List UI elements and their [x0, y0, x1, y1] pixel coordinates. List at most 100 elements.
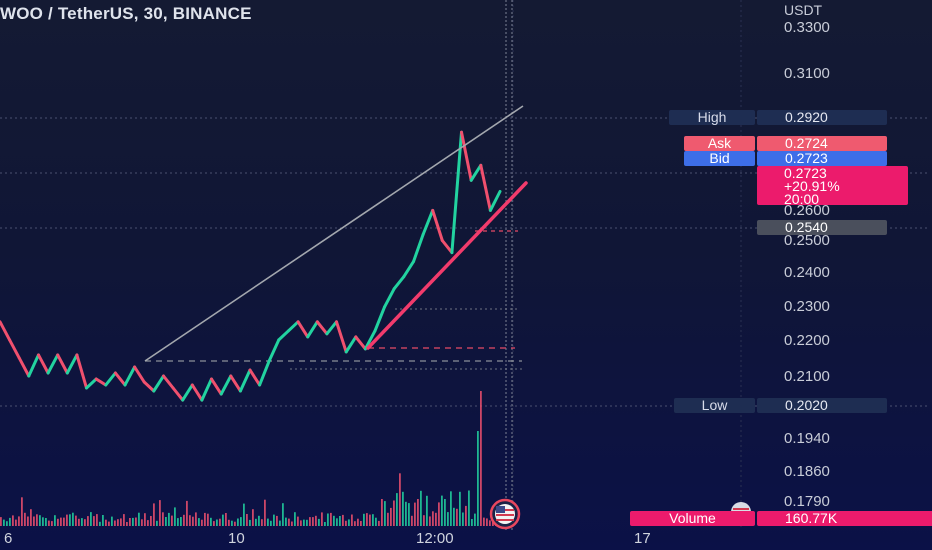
volume-bar	[99, 521, 101, 526]
volume-bar	[471, 519, 473, 526]
volume-bar	[102, 515, 104, 526]
price-segment	[383, 287, 396, 309]
volume-bar	[270, 520, 272, 526]
volume-bar	[261, 519, 263, 526]
x-tick-label: 12:00	[416, 530, 454, 547]
volume-bar	[363, 513, 365, 526]
price-segment	[287, 320, 300, 333]
volume-bar	[150, 516, 152, 526]
volume-bar	[168, 512, 170, 526]
volume-bar	[204, 512, 206, 526]
volume-bar	[189, 515, 191, 526]
volume-bar	[228, 519, 230, 526]
price-segment	[171, 386, 185, 402]
volume-bar	[387, 512, 389, 526]
volume-bar	[321, 512, 323, 526]
volume-bar	[456, 508, 458, 526]
volume-bar	[327, 513, 329, 526]
volume-bar	[429, 516, 431, 526]
price-segment	[238, 368, 252, 393]
volume-bar	[489, 520, 491, 526]
volume-bar	[216, 519, 218, 526]
price-segment	[200, 377, 213, 402]
volume-bar	[375, 517, 377, 526]
volume-bar	[81, 518, 83, 526]
volume-bar	[42, 517, 44, 526]
y-axis-labels: 0.3300 0.3100 0.2600 0.2500 0.2400 0.230…	[784, 19, 830, 510]
x-tick-label: 6	[4, 530, 12, 547]
volume-bar	[156, 520, 158, 526]
us-flag-event-icon[interactable]	[489, 498, 521, 530]
bar-countdown: 20:00	[784, 191, 820, 207]
volume-bar	[252, 509, 254, 526]
volume-bar	[225, 513, 227, 526]
volume-bar	[291, 521, 293, 526]
volume-bar	[396, 493, 398, 526]
volume-bar	[486, 518, 488, 526]
volume-bar	[144, 513, 146, 526]
volume-bar	[63, 517, 65, 526]
volume-bar	[351, 514, 353, 526]
price-segment	[181, 383, 194, 402]
price-segment	[392, 275, 406, 291]
volume-bar	[186, 500, 188, 526]
volume-bar	[249, 519, 251, 526]
ask-tag-label: Ask	[684, 136, 755, 151]
volume-bar	[192, 516, 194, 526]
volume-bar	[165, 517, 167, 526]
y-tick-label: 0.1940	[784, 430, 830, 447]
volume-bar	[162, 512, 164, 526]
volume-bar	[267, 518, 269, 526]
volume-bar	[258, 515, 260, 526]
price-line	[0, 130, 502, 402]
price-segment	[123, 365, 137, 387]
volume-bar	[459, 491, 461, 526]
x-tick-label: 10	[228, 530, 245, 547]
volume-bar	[369, 514, 371, 526]
volume-bar	[0, 517, 2, 526]
price-segment	[277, 329, 290, 342]
volume-tag-label: Volume	[630, 511, 755, 526]
volume-bar	[465, 505, 467, 526]
volume-bar	[336, 518, 338, 526]
price-segment	[402, 260, 415, 279]
ask-tag-value: 0.2724	[757, 136, 887, 151]
volume-bar	[174, 507, 176, 526]
y-tick-label: 0.3300	[784, 19, 830, 36]
volume-bar	[201, 519, 203, 526]
volume-bar	[12, 515, 14, 526]
volume-bar	[36, 514, 38, 526]
price-segment	[104, 371, 117, 387]
level-value-tag: 0.2540	[757, 220, 887, 235]
volume-bar	[231, 520, 233, 526]
volume-bar	[318, 518, 320, 526]
y-tick-label: 0.1860	[784, 463, 830, 480]
volume-bar	[54, 515, 56, 526]
volume-bar	[21, 497, 23, 526]
volume-bar	[159, 500, 161, 526]
volume-bar	[57, 518, 59, 526]
price-segment	[65, 353, 79, 375]
y-tick-label: 0.2300	[784, 298, 830, 315]
high-tag-label: High	[669, 110, 755, 125]
price-segment	[0, 320, 12, 342]
price-segment	[248, 368, 262, 387]
volume-bar	[273, 514, 275, 526]
volume-bar	[462, 512, 464, 526]
volume-bar	[24, 512, 26, 526]
support-trendline	[366, 181, 528, 350]
volume-bar	[255, 518, 257, 526]
price-segment	[488, 190, 502, 212]
symbol-title[interactable]: WOO / TetherUS, 30, BINANCE	[0, 4, 252, 23]
price-segment	[306, 320, 319, 339]
price-segment	[335, 320, 348, 354]
last-price-badge: 0.2723 +20.91% 20:00	[757, 166, 908, 207]
volume-bar	[171, 515, 173, 526]
volume-bar	[477, 431, 479, 526]
volume-bar	[357, 518, 359, 526]
y-tick-label: 0.2600	[784, 202, 830, 219]
volume-bar	[123, 514, 125, 526]
volume-bar	[84, 519, 86, 526]
bid-tag-label: Bid	[684, 151, 755, 166]
